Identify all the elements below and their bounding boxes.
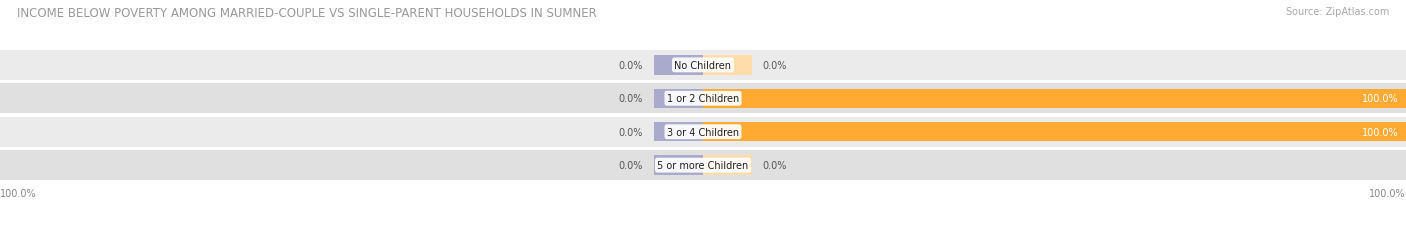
Bar <box>654 89 703 109</box>
Text: 0.0%: 0.0% <box>619 94 644 104</box>
Bar <box>0 51 1406 81</box>
Bar <box>654 122 703 142</box>
Bar <box>703 89 1406 109</box>
Text: Source: ZipAtlas.com: Source: ZipAtlas.com <box>1285 7 1389 17</box>
Text: 0.0%: 0.0% <box>619 161 644 170</box>
Text: 0.0%: 0.0% <box>619 61 644 70</box>
Bar <box>0 84 1406 114</box>
Text: 100.0%: 100.0% <box>0 188 37 198</box>
Bar <box>0 117 1406 147</box>
Text: 1 or 2 Children: 1 or 2 Children <box>666 94 740 104</box>
Text: 0.0%: 0.0% <box>762 61 787 70</box>
Bar <box>654 56 703 75</box>
Bar <box>703 122 1406 142</box>
Bar <box>703 56 752 75</box>
Text: 100.0%: 100.0% <box>1362 127 1399 137</box>
Text: INCOME BELOW POVERTY AMONG MARRIED-COUPLE VS SINGLE-PARENT HOUSEHOLDS IN SUMNER: INCOME BELOW POVERTY AMONG MARRIED-COUPL… <box>17 7 596 20</box>
Bar <box>703 156 752 175</box>
Text: No Children: No Children <box>675 61 731 70</box>
Text: 100.0%: 100.0% <box>1362 94 1399 104</box>
Text: 5 or more Children: 5 or more Children <box>658 161 748 170</box>
Bar <box>0 150 1406 180</box>
Text: 0.0%: 0.0% <box>762 161 787 170</box>
Text: 0.0%: 0.0% <box>619 127 644 137</box>
Bar <box>654 156 703 175</box>
Text: 100.0%: 100.0% <box>1369 188 1406 198</box>
Text: 3 or 4 Children: 3 or 4 Children <box>666 127 740 137</box>
